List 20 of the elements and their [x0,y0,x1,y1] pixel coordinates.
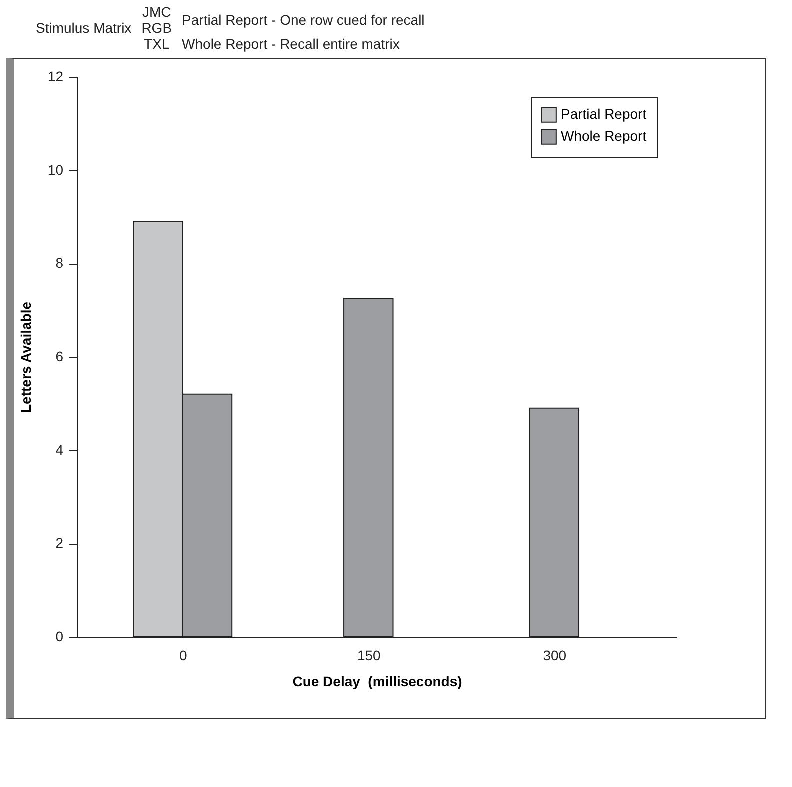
x-axis-title: Cue Delay (milliseconds) [292,674,462,690]
y-tick-label: 0 [56,628,64,644]
text: Whole Report - Recall entire matrix [182,36,401,52]
x-tick-label: 150 [357,648,382,664]
y-axis-title: Letters Available [18,302,34,414]
y-tick-label: 10 [48,162,64,178]
text: Partial Report - One row cued for recall [182,12,425,28]
text: Stimulus Matrix [36,20,132,36]
y-tick-label: 4 [56,442,64,458]
x-tick-label: 0 [179,648,188,664]
text: RGB [142,20,172,36]
legend-label: Whole Report [561,128,647,144]
y-tick-label: 6 [56,348,64,364]
text: TXL [143,36,171,52]
y-tick-label: 2 [56,535,64,552]
y-tick-label: 12 [48,68,64,84]
x-tick-label: 300 [543,648,567,664]
text: JMC [142,4,172,20]
legend-label: Partial Report [561,106,647,122]
y-tick-label: 8 [56,255,64,272]
